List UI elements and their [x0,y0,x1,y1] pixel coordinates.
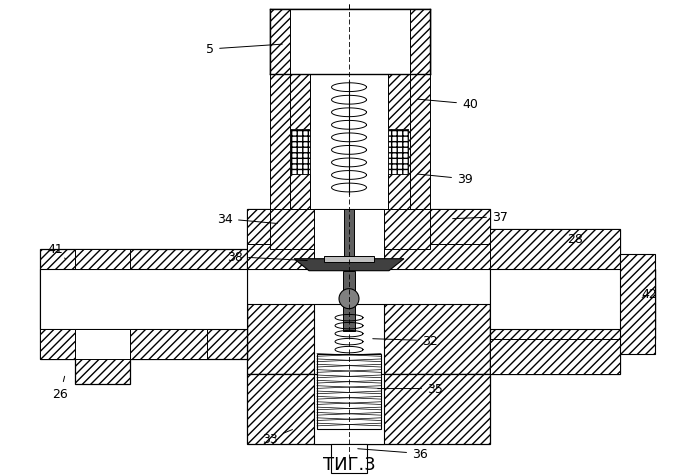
Polygon shape [130,329,207,359]
Polygon shape [620,254,655,354]
Polygon shape [247,269,490,304]
Polygon shape [41,269,247,329]
Polygon shape [75,249,130,269]
Text: 5: 5 [206,43,282,56]
Polygon shape [270,10,290,75]
Polygon shape [247,209,270,244]
Polygon shape [490,339,620,374]
Polygon shape [430,209,490,244]
Polygon shape [317,354,381,428]
Polygon shape [270,209,430,249]
Text: 41: 41 [48,243,65,259]
Text: 36: 36 [358,447,428,460]
Text: 35: 35 [377,382,443,395]
Polygon shape [290,129,310,174]
Text: 42: 42 [642,288,658,300]
Text: 26: 26 [52,377,69,400]
Polygon shape [270,75,290,209]
Polygon shape [247,244,490,269]
Text: 38: 38 [227,251,308,264]
Polygon shape [388,75,410,209]
Polygon shape [343,271,355,331]
Circle shape [339,289,359,309]
Text: 39: 39 [418,173,473,186]
Polygon shape [490,269,655,329]
Text: 33: 33 [262,430,292,445]
Polygon shape [388,129,408,174]
Polygon shape [310,75,388,209]
Text: 37: 37 [453,211,507,224]
Polygon shape [290,75,310,209]
Polygon shape [247,209,490,374]
Polygon shape [490,229,620,269]
Text: 32: 32 [373,335,438,347]
Text: 28: 28 [567,233,583,246]
Polygon shape [490,229,655,374]
Polygon shape [314,374,384,444]
Polygon shape [290,10,410,75]
Polygon shape [247,374,490,444]
Polygon shape [314,209,384,269]
Polygon shape [331,444,367,474]
Polygon shape [344,209,354,259]
Polygon shape [324,256,374,262]
Polygon shape [294,259,404,271]
Polygon shape [410,10,430,75]
Polygon shape [410,75,430,209]
Text: 40: 40 [418,98,478,111]
Text: ΤИГ.3: ΤИГ.3 [323,456,375,474]
Text: 34: 34 [217,213,278,226]
Polygon shape [41,329,75,359]
Polygon shape [270,10,430,75]
Polygon shape [75,329,130,359]
Polygon shape [41,249,247,384]
Polygon shape [314,209,384,374]
